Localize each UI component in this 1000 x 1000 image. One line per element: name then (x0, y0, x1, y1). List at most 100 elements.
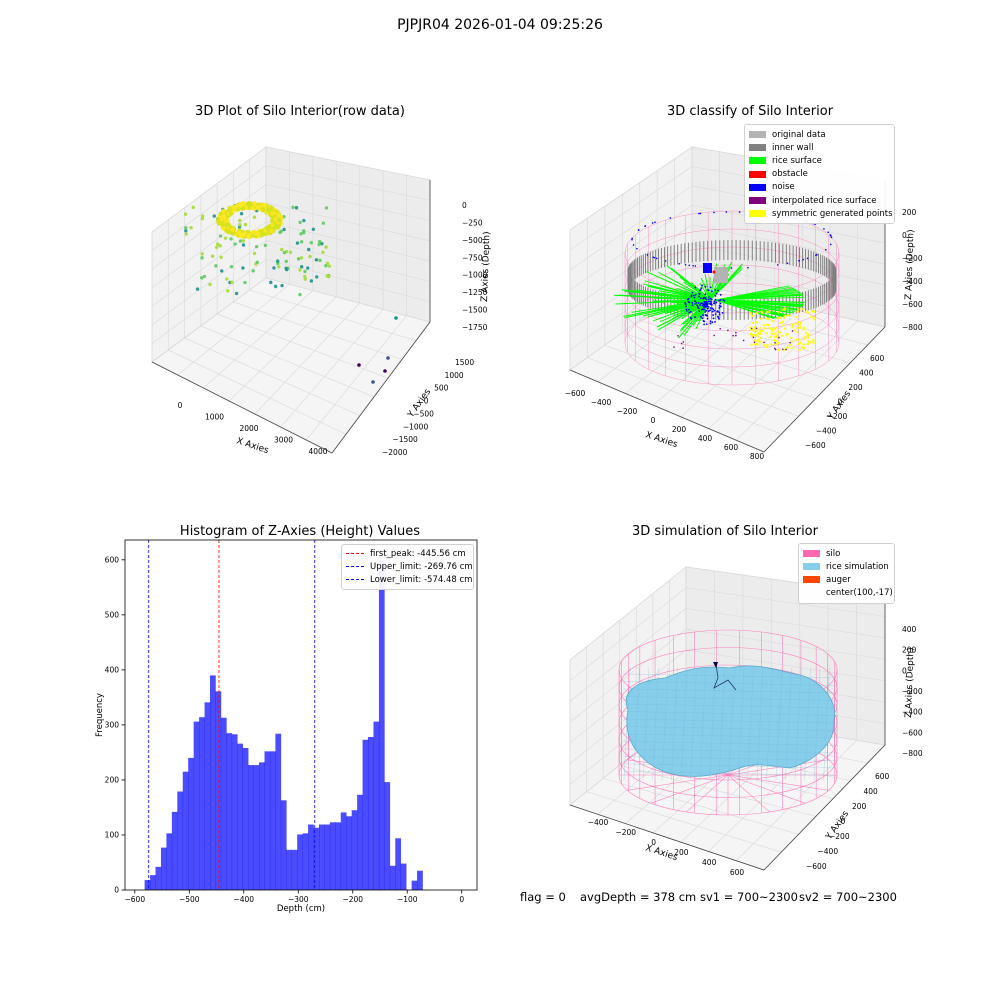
tick-label: 1000 (205, 413, 224, 422)
tick-label: −1000 (403, 422, 429, 431)
legend-label: first_peak: -445.56 cm (370, 548, 466, 559)
rice-mesh-line (623, 763, 839, 769)
noise-point (669, 217, 672, 219)
histogram-bar (329, 822, 336, 890)
rice-mesh-line (633, 667, 640, 781)
tick-label: −1250 (462, 288, 488, 297)
grid-line (569, 608, 687, 702)
raw-tick-labels: 0 1000 2000 3000 4000 1500 1000 500 0 −500 −1000 −1… (178, 201, 488, 457)
noise-point (708, 302, 711, 305)
noise-point (711, 307, 714, 310)
symmetric-point (748, 326, 752, 329)
symmetric-point (749, 333, 753, 336)
axis-line (569, 369, 765, 453)
grid-line (569, 166, 693, 251)
grid-line (265, 240, 431, 282)
legend-label: auger (826, 574, 851, 585)
symmetric-point (765, 332, 768, 335)
interpolated-point (742, 339, 745, 342)
tick-label: 0 (838, 398, 843, 407)
symmetric-point (786, 332, 789, 336)
noise-point (709, 300, 712, 303)
noise-point (697, 307, 700, 310)
histogram-bar (417, 870, 423, 890)
noise-point (698, 310, 701, 312)
axis-line (331, 321, 431, 454)
status-flag: flag = 0 (520, 890, 566, 904)
raw-3d-plot[interactable]: 0 1000 2000 3000 4000 1500 1000 500 0 −500 −1000 −1… (0, 130, 500, 475)
noise-point (718, 307, 721, 309)
interpolated-point (773, 347, 776, 350)
tick-label: 0 (902, 231, 907, 240)
symmetric-point (790, 346, 793, 350)
noise-point (707, 300, 710, 303)
grid-line (265, 184, 431, 221)
scatter-point (252, 251, 257, 256)
rice-surface-point (657, 299, 711, 331)
tick-label: −1750 (462, 323, 488, 332)
scatter-point (262, 203, 267, 208)
noise-point (699, 288, 702, 291)
symmetric-point (799, 321, 803, 325)
scatter-point (266, 207, 271, 213)
noise-point (685, 309, 688, 312)
histogram-bar (182, 771, 189, 890)
histogram-bar (389, 865, 396, 890)
rice-mesh-line (794, 667, 802, 781)
noise-point (698, 293, 701, 295)
grid-line (151, 240, 267, 326)
scatter-point (255, 260, 259, 265)
scatter-point (191, 205, 195, 210)
symmetric-point (758, 332, 762, 336)
scatter-point (263, 243, 268, 248)
noise-point (694, 300, 697, 303)
noise-point (716, 310, 719, 312)
classify-3d-plot[interactable]: −600−400−20002004006008006004002000−200−… (500, 130, 1000, 475)
legend-item-inner-wall: inner wall (749, 141, 890, 154)
rice-mesh-line (623, 756, 839, 761)
scatter-point (200, 276, 204, 280)
tick-label: 200 (902, 646, 917, 655)
interpolated-point (713, 334, 715, 337)
scatter-point (296, 257, 301, 261)
silo-floor-spoke (727, 774, 829, 791)
scatter-point (279, 229, 283, 233)
noise-point (706, 303, 709, 306)
scatter-point (241, 201, 246, 206)
histogram-bar (286, 849, 293, 890)
interpolated-point (673, 346, 675, 348)
symmetric-point (806, 334, 809, 337)
symmetric-point (756, 339, 760, 343)
scatter-point (270, 211, 275, 216)
scatter-point (230, 280, 234, 284)
scatter-point (302, 218, 306, 223)
grid-line (685, 649, 886, 682)
symmetric-point (797, 342, 800, 346)
tick-label: 400 (864, 787, 879, 796)
noise-point (701, 304, 704, 307)
scatter-point (269, 280, 273, 285)
tick-label: 0 (651, 838, 656, 847)
grid-line (569, 263, 693, 351)
symmetric-point (806, 336, 810, 339)
tick-label: 800 (750, 452, 765, 461)
symmetric-point (785, 346, 789, 349)
noise-point (696, 304, 699, 307)
symmetric-point (812, 316, 815, 319)
legend-label: Lower_limit: -574.48 cm (370, 574, 473, 585)
rice-surface-point (714, 299, 778, 319)
noise-point (717, 317, 720, 320)
histogram-chart[interactable]: −600 −500 −400 −300 −200 −100 0 0 100 200 300 400 5… (70, 530, 495, 920)
raw-point-cloud (183, 201, 398, 384)
tick-label: −1000 (462, 271, 488, 280)
histogram-bar (220, 717, 227, 890)
scatter-point (239, 212, 244, 216)
scatter-point (303, 274, 307, 279)
tick-label: 0 (424, 397, 429, 406)
noise-point (713, 300, 716, 303)
symmetric-point (751, 321, 755, 325)
scatter-point (229, 237, 233, 241)
simulation-3d-plot[interactable]: −400 −200 0 200 400 600 600 400 200 0 −200 −400 −600… (500, 540, 1000, 880)
histogram-bar (242, 748, 249, 890)
scatter-point (284, 259, 288, 264)
